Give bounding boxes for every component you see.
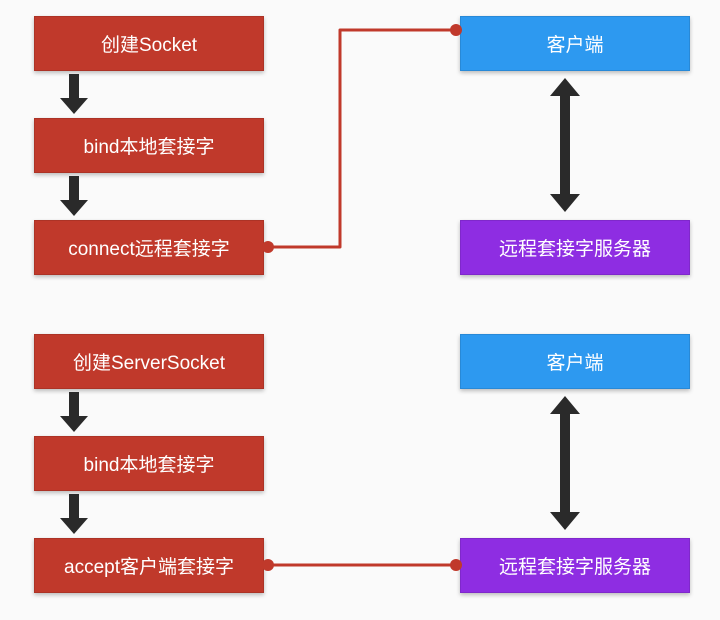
node-client-2: 客户端 [460, 334, 690, 389]
node-label: 客户端 [546, 30, 603, 57]
node-label: 远程套接字服务器 [499, 552, 651, 579]
node-remote-server-2: 远程套接字服务器 [460, 538, 690, 593]
node-client-1: 客户端 [460, 16, 690, 71]
node-label: accept客户端套接字 [64, 552, 234, 579]
node-label: bind本地套接字 [84, 450, 215, 477]
node-label: 客户端 [546, 348, 603, 375]
node-label: 远程套接字服务器 [499, 234, 651, 261]
node-bind-local-1: bind本地套接字 [34, 118, 264, 173]
node-accept-client: accept客户端套接字 [34, 538, 264, 593]
node-label: bind本地套接字 [84, 132, 215, 159]
node-remote-server-1: 远程套接字服务器 [460, 220, 690, 275]
node-label: 创建ServerSocket [73, 348, 225, 375]
node-label: 创建Socket [101, 30, 197, 57]
node-connect-remote: connect远程套接字 [34, 220, 264, 275]
diagram-overlay [0, 0, 720, 620]
node-create-serversocket: 创建ServerSocket [34, 334, 264, 389]
node-label: connect远程套接字 [68, 234, 230, 261]
node-bind-local-2: bind本地套接字 [34, 436, 264, 491]
node-create-socket: 创建Socket [34, 16, 264, 71]
